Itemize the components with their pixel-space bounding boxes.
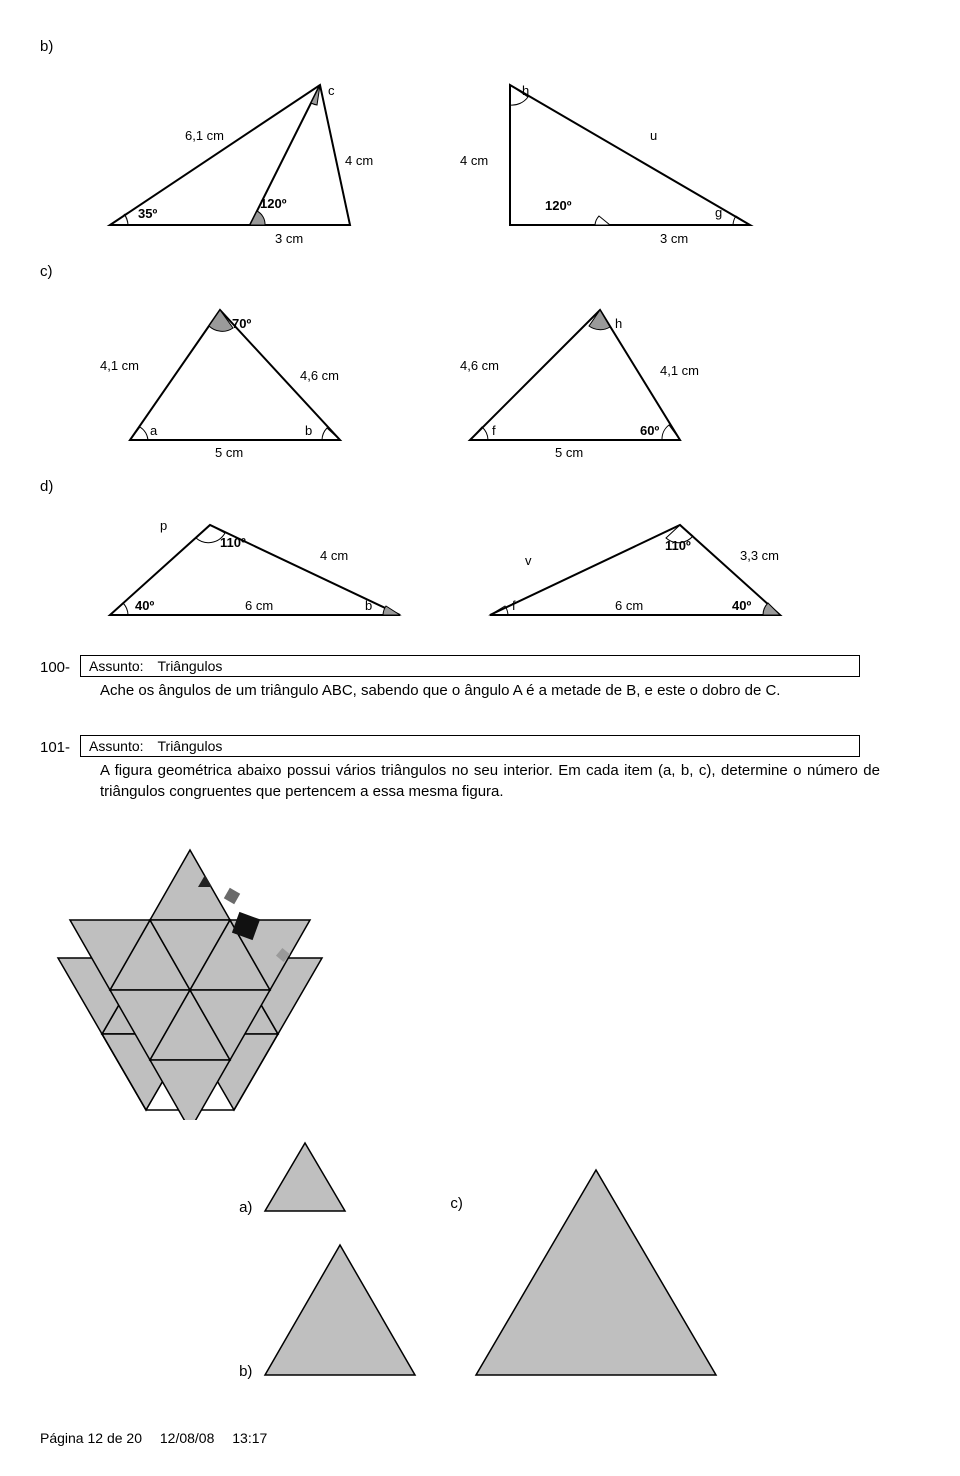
star-figure bbox=[40, 820, 920, 1120]
c1-right: 4,6 cm bbox=[300, 368, 339, 383]
c2-base: 5 cm bbox=[555, 445, 583, 460]
c2-h: h bbox=[615, 316, 622, 331]
q100-num: 100- bbox=[40, 655, 70, 676]
q101-subject: Assunto: Triângulos bbox=[80, 735, 860, 757]
d2-ang: 40º bbox=[732, 598, 751, 613]
b1-base: 3 cm bbox=[275, 231, 303, 245]
d1-angtop: 110º bbox=[220, 535, 246, 550]
b2-left: 4 cm bbox=[460, 153, 488, 168]
c1-left: 4,1 cm bbox=[100, 358, 139, 373]
question-100: 100- Assunto: Triângulos bbox=[40, 655, 920, 677]
row-d: p 110º 4 cm 40º 6 cm b v 110º 3,3 cm f 6… bbox=[90, 505, 920, 635]
c1-a: a bbox=[150, 423, 158, 438]
b2-g: g bbox=[715, 205, 722, 220]
label-b-small: b) bbox=[239, 1363, 252, 1380]
d2-right: 3,3 cm bbox=[740, 548, 779, 563]
b1-side-right: 4 cm bbox=[345, 153, 373, 168]
b1-angmid: 120º bbox=[260, 196, 287, 211]
row-c: 4,1 cm 70º 4,6 cm a 5 cm b 4,6 cm h 4,1 … bbox=[90, 290, 920, 460]
c2-left: 4,6 cm bbox=[460, 358, 499, 373]
b1-side-top: 6,1 cm bbox=[185, 128, 224, 143]
question-101: 101- Assunto: Triângulos bbox=[40, 735, 920, 757]
c1-b: b bbox=[305, 423, 312, 438]
q101-num: 101- bbox=[40, 735, 70, 756]
row-b: 6,1 cm c 4 cm 120º 35º 3 cm h u 4 cm 120… bbox=[90, 65, 920, 245]
label-d: d) bbox=[40, 478, 920, 495]
c1-angtop: 70º bbox=[232, 316, 251, 331]
b2-vtop: h bbox=[522, 83, 529, 98]
q101-text: A figura geométrica abaixo possui vários… bbox=[100, 761, 880, 802]
d1-angleft: 40º bbox=[135, 598, 154, 613]
label-c: c) bbox=[40, 263, 920, 280]
c2-ang: 60º bbox=[640, 423, 659, 438]
triangle-b bbox=[260, 1240, 420, 1380]
label-a-small: a) bbox=[239, 1199, 252, 1216]
d2-v: v bbox=[525, 553, 532, 568]
b2-u: u bbox=[650, 128, 657, 143]
fig-c-right: 4,6 cm h 4,1 cm f 5 cm 60º bbox=[430, 290, 730, 460]
b1-vtop: c bbox=[328, 83, 335, 98]
triangle-a bbox=[260, 1138, 350, 1216]
c2-f: f bbox=[492, 423, 496, 438]
triangle-c bbox=[471, 1165, 721, 1380]
page-footer: Página 12 de 20 12/08/08 13:17 bbox=[40, 1430, 920, 1446]
fig-c-left: 4,1 cm 70º 4,6 cm a 5 cm b bbox=[90, 290, 390, 460]
fig-d-left: p 110º 4 cm 40º 6 cm b bbox=[90, 505, 430, 635]
fig-d-right: v 110º 3,3 cm f 6 cm 40º bbox=[470, 505, 810, 635]
label-c-small: c) bbox=[450, 1195, 463, 1212]
d2-f: f bbox=[512, 598, 516, 613]
b2-base: 3 cm bbox=[660, 231, 688, 245]
d1-b: b bbox=[365, 598, 372, 613]
abc-triangles: a) b) c) bbox=[40, 1138, 920, 1380]
c2-right: 4,1 cm bbox=[660, 363, 699, 378]
c1-base: 5 cm bbox=[215, 445, 243, 460]
q100-text: Ache os ângulos de um triângulo ABC, sab… bbox=[100, 681, 880, 701]
q100-subject: Assunto: Triângulos bbox=[80, 655, 860, 677]
b2-angmid: 120º bbox=[545, 198, 572, 213]
fig-b-left: 6,1 cm c 4 cm 120º 35º 3 cm bbox=[90, 65, 410, 245]
d1-p: p bbox=[160, 518, 167, 533]
fig-b-right: h u 4 cm 120º g 3 cm bbox=[450, 65, 770, 245]
d2-base: 6 cm bbox=[615, 598, 643, 613]
b1-angleft: 35º bbox=[138, 206, 157, 221]
d2-angtop: 110º bbox=[665, 538, 691, 553]
label-b: b) bbox=[40, 38, 920, 55]
d1-right: 4 cm bbox=[320, 548, 348, 563]
d1-base: 6 cm bbox=[245, 598, 273, 613]
